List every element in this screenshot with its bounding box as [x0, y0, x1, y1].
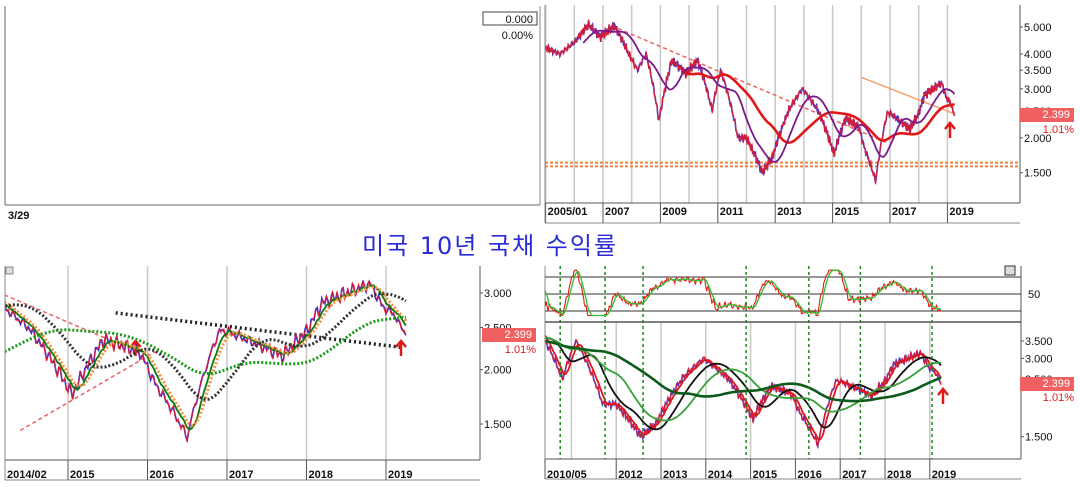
- empty-date: 3/29: [8, 210, 29, 222]
- x-tick-label: 2007: [605, 206, 629, 218]
- y-tick-label: 2.000: [484, 365, 512, 377]
- empty-panel: 0.000 0.00% 3/29: [4, 6, 541, 222]
- plot-area: [545, 334, 942, 450]
- y-tick-label: 3.000: [1025, 353, 1053, 365]
- moving-average-line: [582, 29, 956, 163]
- y-tick-label: 3.500: [1025, 336, 1053, 348]
- moving-average-line: [5, 316, 406, 376]
- x-tick-label: 2017: [842, 469, 866, 481]
- x-tick-label: 2019: [388, 469, 412, 481]
- empty-value: 0.000: [505, 14, 533, 26]
- x-tick-label: 2013: [663, 469, 687, 481]
- trendline: [611, 25, 888, 144]
- moving-average-line: [5, 284, 408, 428]
- x-tick-label: 2014: [708, 469, 733, 481]
- plot-area: [5, 279, 408, 443]
- y-tick-label: 1.500: [1024, 168, 1052, 180]
- x-tick-label: 2015: [70, 469, 94, 481]
- y-tick-label: 3.000: [1024, 84, 1052, 96]
- oscillator-area: [545, 269, 942, 317]
- long-term-chart: 5.0004.0003.5003.0002.5002.0001.5002005/…: [544, 5, 1052, 224]
- y-tick-label: 3.000: [484, 288, 512, 300]
- x-tick-label: 2019: [949, 206, 973, 218]
- x-tick-label: 2019: [932, 469, 956, 481]
- plot-area: [545, 19, 1020, 185]
- y-tick-label: 2.000: [1024, 133, 1052, 145]
- x-tick-label: 2010/05: [547, 469, 587, 481]
- moving-average-line: [5, 284, 407, 431]
- expand-button: [5, 266, 14, 275]
- last-value-badge: 2.399: [482, 328, 536, 342]
- price-line-up: [5, 279, 407, 443]
- arrow-up-icon: [944, 121, 956, 138]
- last-change: 1.01%: [504, 344, 536, 356]
- x-tick-label: 2012: [618, 469, 642, 481]
- trendline: [861, 76, 954, 115]
- moving-average-line: [545, 336, 942, 422]
- y-tick-label: 5.000: [1024, 22, 1052, 34]
- trendline: [5, 294, 109, 340]
- x-tick-label: 2016: [797, 469, 821, 481]
- weekly-chart: 3.0002.5002.0001.5002014/022015201620172…: [4, 266, 512, 481]
- x-tick-label: 2013: [777, 206, 801, 218]
- x-tick-label: 2016: [150, 469, 174, 481]
- oscillator-tick: 50: [1028, 289, 1040, 301]
- trendline: [115, 311, 403, 350]
- last-change: 1.01%: [1042, 392, 1074, 404]
- x-tick-label: 2015: [753, 469, 777, 481]
- x-tick-label: 2017: [892, 206, 916, 218]
- chart-title: 미국 10년 국채 수익률: [361, 232, 619, 260]
- y-tick-label: 4.000: [1024, 49, 1052, 61]
- x-tick-label: 2017: [229, 469, 253, 481]
- arrow-up-icon: [395, 339, 407, 356]
- last-change: 1.01%: [1042, 124, 1074, 136]
- x-tick-label: 2018: [309, 469, 333, 481]
- price-line-up: [545, 19, 956, 185]
- empty-change: 0.00%: [502, 30, 533, 42]
- x-tick-label: 2014/02: [7, 469, 47, 481]
- arrow-up-icon: [937, 387, 949, 404]
- x-tick-label: 2009: [662, 206, 686, 218]
- value-box: [482, 11, 538, 26]
- oscillator-chart: 3.5003.0002.5001.5002010/052012201320142…: [544, 265, 1053, 481]
- expand-button: [1004, 265, 1016, 276]
- moving-average-line: [5, 291, 407, 401]
- trendline: [19, 350, 156, 432]
- y-tick-label: 1.500: [1025, 432, 1053, 444]
- moving-average-line: [545, 334, 942, 441]
- x-tick-label: 2018: [887, 469, 911, 481]
- y-tick-label: 1.500: [484, 419, 512, 431]
- last-value-badge: 2.399: [1020, 377, 1074, 391]
- x-tick-label: 2015: [835, 206, 859, 218]
- price-line: [5, 279, 407, 443]
- x-tick-label: 2005/01: [548, 206, 588, 218]
- moving-average-line: [683, 70, 955, 144]
- x-tick-label: 2011: [720, 206, 744, 218]
- price-line: [545, 20, 956, 184]
- moving-average-line: [545, 339, 942, 403]
- oscillator-signal-line: [545, 269, 942, 317]
- y-tick-label: 3.500: [1024, 65, 1052, 77]
- last-value-badge: 2.399: [1020, 108, 1074, 122]
